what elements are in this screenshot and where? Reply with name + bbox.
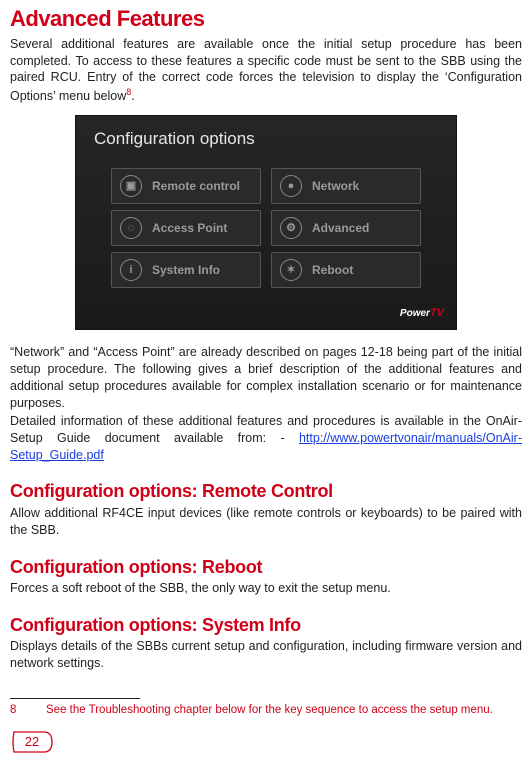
tv-button-label: Advanced — [312, 220, 369, 236]
footnote-8: 8 See the Troubleshooting chapter below … — [10, 703, 522, 719]
tv-button-system-info: i System Info — [111, 252, 261, 288]
tv-button-label: System Info — [152, 262, 220, 278]
tv-button-icon: ◌ — [120, 217, 142, 239]
tv-button-icon: ▣ — [120, 175, 142, 197]
tv-button-reboot: ✶ Reboot — [271, 252, 421, 288]
tv-button-network: ● Network — [271, 168, 421, 204]
footnote-text: See the Troubleshooting chapter below fo… — [46, 703, 493, 719]
page-number-badge: 22 — [10, 728, 54, 756]
footnote-separator — [10, 698, 140, 699]
tv-button-icon: ⚙ — [280, 217, 302, 239]
footnote-num: 8 — [10, 703, 26, 719]
tv-button-remote-control: ▣ Remote control — [111, 168, 261, 204]
page-number: 22 — [25, 733, 39, 751]
tv-button-grid: ▣ Remote control ● Network ◌ Access Point ⚙ Adv… — [111, 168, 421, 288]
tv-button-icon: ✶ — [280, 259, 302, 281]
intro-text: Several additional features are availabl… — [10, 37, 522, 104]
para-network-ap: “Network” and “Access Point” are already… — [10, 344, 522, 412]
tv-button-label: Access Point — [152, 220, 227, 236]
tv-logo-p2: TV — [430, 307, 444, 319]
tv-button-label: Network — [312, 178, 359, 194]
tv-button-icon: i — [120, 259, 142, 281]
sections-container: Configuration options: Remote ControlAll… — [10, 479, 522, 671]
tv-logo-p1: Power — [400, 308, 430, 319]
section-heading: Configuration options: System Info — [10, 613, 522, 637]
page-number-wrap: 22 — [10, 728, 522, 756]
section-heading: Configuration options: Reboot — [10, 555, 522, 579]
config-screenshot-figure: Configuration options ▣ Remote control ● Ne… — [10, 115, 522, 330]
section-body: Forces a soft reboot of the SBB, the onl… — [10, 580, 522, 597]
footnote-ref-8: 8 — [126, 87, 131, 97]
para-detailed-info: Detailed information of these additional… — [10, 413, 522, 464]
page-title: Advanced Features — [10, 4, 522, 34]
section-body: Allow additional RF4CE input devices (li… — [10, 505, 522, 539]
tv-button-label: Remote control — [152, 178, 240, 194]
section-body: Displays details of the SBBs current set… — [10, 638, 522, 672]
tv-logo: PowerTV — [400, 304, 444, 321]
tv-button-label: Reboot — [312, 262, 353, 278]
tv-button-access-point: ◌ Access Point — [111, 210, 261, 246]
tv-screenshot: Configuration options ▣ Remote control ● Ne… — [75, 115, 457, 330]
tv-button-icon: ● — [280, 175, 302, 197]
tv-button-advanced: ⚙ Advanced — [271, 210, 421, 246]
tv-title: Configuration options — [94, 128, 255, 151]
intro-paragraph: Several additional features are availabl… — [10, 36, 522, 106]
section-heading: Configuration options: Remote Control — [10, 479, 522, 503]
